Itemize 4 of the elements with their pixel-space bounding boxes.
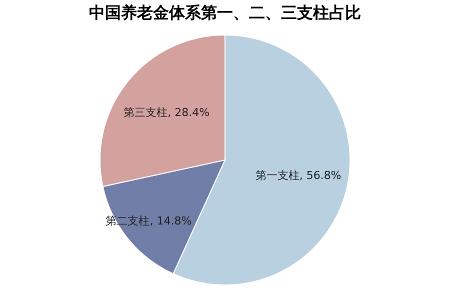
slice-label: 第二支柱, 14.8%	[106, 214, 192, 228]
slice-label: 第一支柱, 56.8%	[255, 168, 342, 182]
slice-label: 第三支柱, 28.4%	[124, 106, 210, 119]
chart-title: 中国养老金体系第一、二、三支柱占比	[89, 3, 361, 22]
